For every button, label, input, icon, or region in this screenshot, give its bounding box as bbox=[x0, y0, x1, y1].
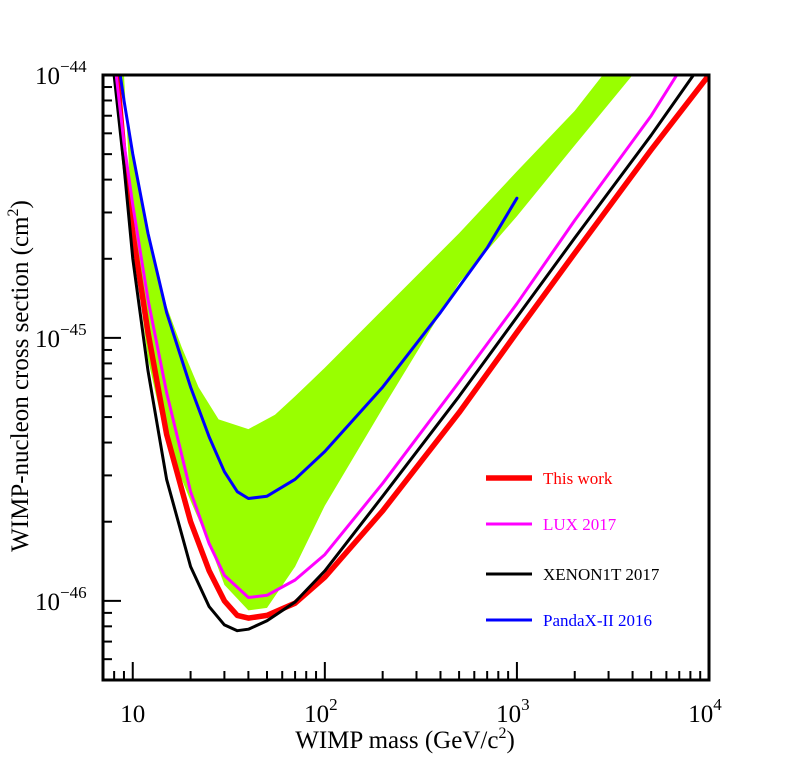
x-tick-label: 103 bbox=[496, 695, 530, 728]
x-tick-label: 104 bbox=[688, 695, 722, 728]
sensitivity-band bbox=[119, 75, 633, 611]
limit-curves-layer bbox=[112, 75, 709, 633]
y-axis-title: WIMP-nucleon cross section (cm2) bbox=[5, 200, 34, 552]
legend-label-this-work: This work bbox=[543, 469, 613, 488]
tick-labels-layer: 10 102 103 104 10−46 10−45 10−44 bbox=[35, 57, 722, 728]
series-line-lux-2017 bbox=[114, 75, 679, 599]
axis-ticks-layer bbox=[102, 74, 710, 681]
series-line-this-work bbox=[114, 75, 709, 621]
sensitivity-band-layer bbox=[119, 75, 633, 611]
y-tick-label: 10−46 bbox=[35, 583, 87, 616]
series-line-pandax-ii-2016 bbox=[118, 75, 519, 500]
x-tick-label: 10 bbox=[120, 701, 145, 728]
plot-frame bbox=[101, 73, 711, 682]
y-tick-label: 10−44 bbox=[35, 57, 87, 90]
x-axis-title: WIMP mass (GeV/c2) bbox=[295, 725, 515, 754]
legend-label-xenon1t-2017: XENON1T 2017 bbox=[543, 565, 660, 584]
legend: This work LUX 2017 XENON1T 2017 PandaX-I… bbox=[486, 469, 660, 630]
legend-label-lux-2017: LUX 2017 bbox=[543, 515, 617, 534]
x-tick-label: 102 bbox=[304, 695, 338, 728]
legend-label-pandax-ii-2016: PandaX-II 2016 bbox=[543, 611, 652, 630]
series-line-xenon1t-2017 bbox=[112, 75, 695, 633]
y-tick-label: 10−45 bbox=[35, 320, 87, 353]
